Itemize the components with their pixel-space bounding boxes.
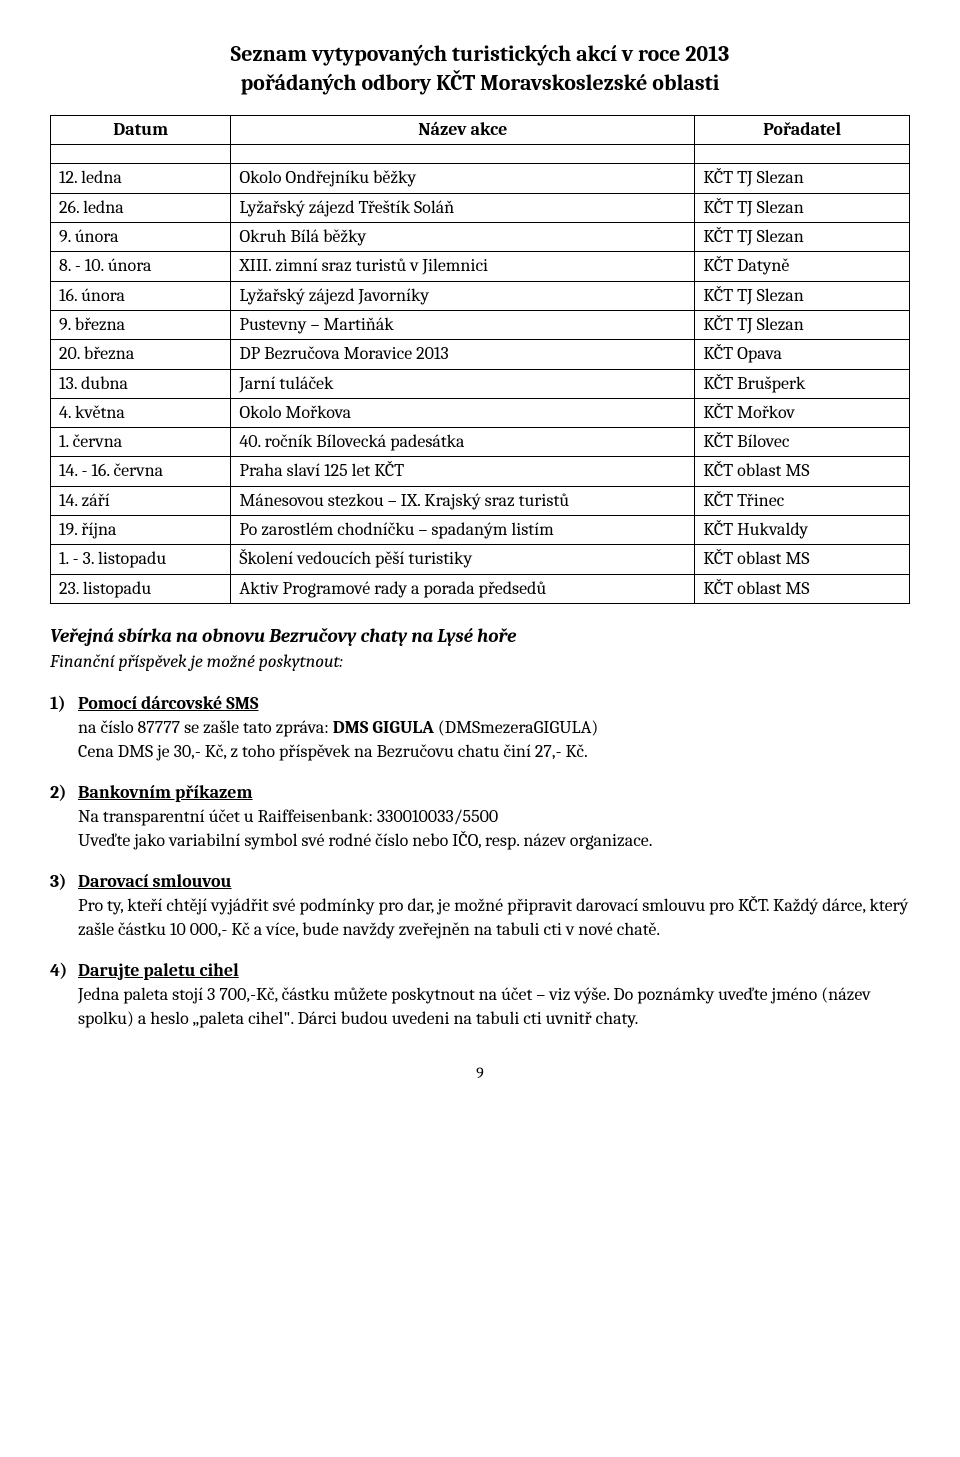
cell-date: 8. - 10. února	[51, 252, 231, 281]
cell-name: Mánesovou stezkou – IX. Krajský sraz tur…	[231, 486, 695, 515]
donation-method: 3)Darovací smlouvouPro ty, kteří chtějí …	[50, 870, 910, 943]
cell-name: Pustevny – Martiňák	[231, 310, 695, 339]
document-title: Seznam vytypovaných turistických akcí v …	[50, 40, 910, 97]
table-row: 14. záříMánesovou stezkou – IX. Krajský …	[51, 486, 910, 515]
cell-name: Okolo Mořkova	[231, 398, 695, 427]
cell-date: 1. - 3. listopadu	[51, 545, 231, 574]
cell-name: Lyžařský zájezd Třeštík Soláň	[231, 193, 695, 222]
item-title: Darujte paletu cihel	[78, 960, 239, 981]
cell-date: 20. března	[51, 340, 231, 369]
item-title: Darovací smlouvou	[78, 871, 232, 892]
cell-name: Jarní tuláček	[231, 369, 695, 398]
donation-method-body: Jedna paleta stojí 3 700,-Kč, částku můž…	[50, 983, 910, 1032]
cell-date: 1. června	[51, 428, 231, 457]
table-row: 23. listopaduAktiv Programové rady a por…	[51, 574, 910, 603]
donation-method-body: na číslo 87777 se zašle tato zpráva: DMS…	[50, 716, 910, 765]
table-row: 8. - 10. únoraXIII. zimní sraz turistů v…	[51, 252, 910, 281]
cell-name: DP Bezručova Moravice 2013	[231, 340, 695, 369]
cell-org: KČT oblast MS	[695, 545, 910, 574]
item-title: Bankovním příkazem	[78, 782, 253, 803]
cell-org: KČT Třinec	[695, 486, 910, 515]
sbirka-subtitle: Finanční příspěvek je možné poskytnout:	[50, 650, 910, 674]
cell-date: 9. března	[51, 310, 231, 339]
table-row: 20. březnaDP Bezručova Moravice 2013KČT …	[51, 340, 910, 369]
table-row: 16. únoraLyžařský zájezd JavorníkyKČT TJ…	[51, 281, 910, 310]
cell-date: 12. ledna	[51, 164, 231, 193]
donation-method-heading: 3)Darovací smlouvou	[50, 870, 910, 894]
table-row: 19. říjnaPo zarostlém chodníčku – spadan…	[51, 516, 910, 545]
events-table: Datum Název akce Pořadatel 12. lednaOkol…	[50, 115, 910, 604]
title-line-2: pořádaných odbory KČT Moravskoslezské ob…	[241, 70, 720, 96]
cell-date: 23. listopadu	[51, 574, 231, 603]
donation-method: 1)Pomocí dárcovské SMSna číslo 87777 se …	[50, 692, 910, 765]
table-row: 9. březnaPustevny – MartiňákKČT TJ Sleza…	[51, 310, 910, 339]
cell-org: KČT TJ Slezan	[695, 164, 910, 193]
cell-date: 26. ledna	[51, 193, 231, 222]
table-spacer-row	[51, 145, 910, 164]
cell-org: KČT oblast MS	[695, 574, 910, 603]
cell-org: KČT Hukvaldy	[695, 516, 910, 545]
cell-org: KČT Mořkov	[695, 398, 910, 427]
cell-date: 14. - 16. června	[51, 457, 231, 486]
cell-name: Praha slaví 125 let KČT	[231, 457, 695, 486]
cell-date: 16. února	[51, 281, 231, 310]
cell-date: 19. října	[51, 516, 231, 545]
page-number: 9	[50, 1063, 910, 1085]
table-row: 26. lednaLyžařský zájezd Třeštík SoláňKČ…	[51, 193, 910, 222]
cell-name: Okolo Ondřejníku běžky	[231, 164, 695, 193]
cell-name: Aktiv Programové rady a porada předsedů	[231, 574, 695, 603]
cell-date: 9. února	[51, 223, 231, 252]
item-number: 3)	[50, 870, 78, 894]
cell-name: Lyžařský zájezd Javorníky	[231, 281, 695, 310]
donation-method: 2)Bankovním příkazemNa transparentní úče…	[50, 781, 910, 854]
cell-org: KČT Datyně	[695, 252, 910, 281]
th-date: Datum	[51, 116, 231, 145]
table-header-row: Datum Název akce Pořadatel	[51, 116, 910, 145]
cell-org: KČT Brušperk	[695, 369, 910, 398]
cell-date: 4. května	[51, 398, 231, 427]
cell-org: KČT TJ Slezan	[695, 281, 910, 310]
table-row: 14. - 16. červnaPraha slaví 125 let KČTK…	[51, 457, 910, 486]
table-row: 12. lednaOkolo Ondřejníku běžkyKČT TJ Sl…	[51, 164, 910, 193]
th-name: Název akce	[231, 116, 695, 145]
table-row: 13. dubnaJarní tuláčekKČT Brušperk	[51, 369, 910, 398]
cell-org: KČT TJ Slezan	[695, 310, 910, 339]
donation-method: 4)Darujte paletu cihelJedna paleta stojí…	[50, 959, 910, 1032]
cell-org: KČT Bílovec	[695, 428, 910, 457]
cell-date: 13. dubna	[51, 369, 231, 398]
cell-org: KČT Opava	[695, 340, 910, 369]
donation-method-heading: 1)Pomocí dárcovské SMS	[50, 692, 910, 716]
donation-method-heading: 4)Darujte paletu cihel	[50, 959, 910, 983]
donation-method-heading: 2)Bankovním příkazem	[50, 781, 910, 805]
table-row: 4. květnaOkolo MořkovaKČT Mořkov	[51, 398, 910, 427]
cell-name: XIII. zimní sraz turistů v Jilemnici	[231, 252, 695, 281]
cell-name: Školení vedoucích pěší turistiky	[231, 545, 695, 574]
donation-method-body: Pro ty, kteří chtějí vyjádřit své podmín…	[50, 894, 910, 943]
table-row: 9. únoraOkruh Bílá běžkyKČT TJ Slezan	[51, 223, 910, 252]
cell-org: KČT TJ Slezan	[695, 193, 910, 222]
cell-date: 14. září	[51, 486, 231, 515]
item-number: 1)	[50, 692, 78, 716]
sbirka-title: Veřejná sbírka na obnovu Bezručovy chaty…	[50, 624, 910, 650]
cell-name: Po zarostlém chodníčku – spadaným listím	[231, 516, 695, 545]
item-number: 4)	[50, 959, 78, 983]
cell-org: KČT TJ Slezan	[695, 223, 910, 252]
item-number: 2)	[50, 781, 78, 805]
th-org: Pořadatel	[695, 116, 910, 145]
item-title: Pomocí dárcovské SMS	[78, 693, 259, 714]
donation-method-body: Na transparentní účet u Raiffeisenbank: …	[50, 805, 910, 854]
title-line-1: Seznam vytypovaných turistických akcí v …	[231, 41, 730, 67]
cell-name: Okruh Bílá běžky	[231, 223, 695, 252]
cell-name: 40. ročník Bílovecká padesátka	[231, 428, 695, 457]
cell-org: KČT oblast MS	[695, 457, 910, 486]
table-row: 1. - 3. listopaduŠkolení vedoucích pěší …	[51, 545, 910, 574]
table-row: 1. června40. ročník Bílovecká padesátkaK…	[51, 428, 910, 457]
